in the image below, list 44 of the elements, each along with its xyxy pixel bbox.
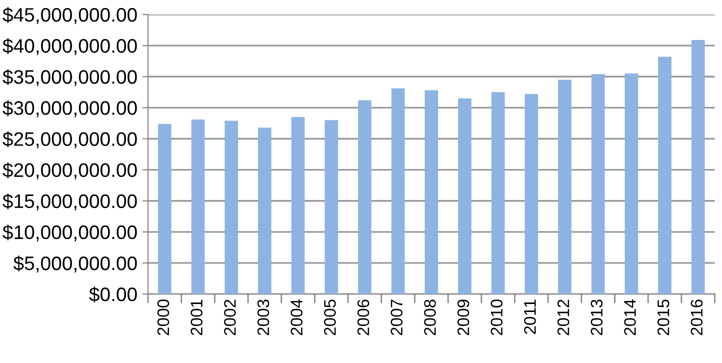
x-tick-label: 2002	[224, 300, 236, 336]
bar	[658, 56, 672, 294]
x-tick-label: 2004	[290, 299, 303, 336]
bar	[324, 120, 338, 294]
x-tick-label: 2011	[524, 300, 536, 334]
x-tick-label: 2009	[457, 300, 470, 336]
y-tick-label: $35,000,000.00	[2, 69, 137, 86]
bar	[558, 80, 572, 294]
x-tick-label: 2016	[690, 300, 703, 336]
x-tick-label: 2010	[490, 300, 503, 336]
bar	[258, 128, 272, 294]
bar	[591, 74, 605, 294]
y-tick-label: $0.00	[89, 286, 137, 302]
x-tick-label: 2012	[557, 300, 570, 336]
x-tick-label: 2003	[257, 300, 270, 336]
bar	[491, 92, 505, 294]
y-tick-label: $40,000,000.00	[2, 38, 137, 56]
y-tick-label: $45,000,000.00	[2, 7, 137, 24]
y-tick-label: $10,000,000.00	[2, 224, 137, 242]
y-tick-label: $5,000,000.00	[13, 256, 137, 273]
bar	[391, 88, 405, 294]
x-tick-label: 2007	[390, 300, 403, 336]
y-tick-label: $20,000,000.00	[2, 162, 137, 180]
x-tick-label: 2014	[624, 299, 636, 336]
bar	[291, 117, 305, 294]
x-tick-label: 2006	[357, 300, 370, 336]
bar	[224, 120, 238, 294]
x-tick-label: 2008	[424, 300, 436, 336]
x-tick-label: 2013	[590, 300, 603, 336]
bar	[691, 40, 705, 294]
bar	[624, 74, 638, 294]
y-tick-label: $25,000,000.00	[2, 131, 137, 148]
y-tick-label: $30,000,000.00	[2, 100, 137, 118]
bar	[458, 98, 472, 294]
x-tick-label: 2005	[324, 300, 336, 336]
x-tick-label: 2001	[190, 300, 202, 336]
bar	[358, 100, 372, 294]
y-tick-label: $15,000,000.00	[2, 194, 137, 210]
bar	[424, 90, 438, 294]
bar	[524, 94, 538, 294]
x-tick-label: 2015	[657, 300, 670, 336]
bar	[158, 124, 172, 294]
bar	[191, 119, 205, 294]
x-tick-label: 2000	[157, 300, 170, 336]
